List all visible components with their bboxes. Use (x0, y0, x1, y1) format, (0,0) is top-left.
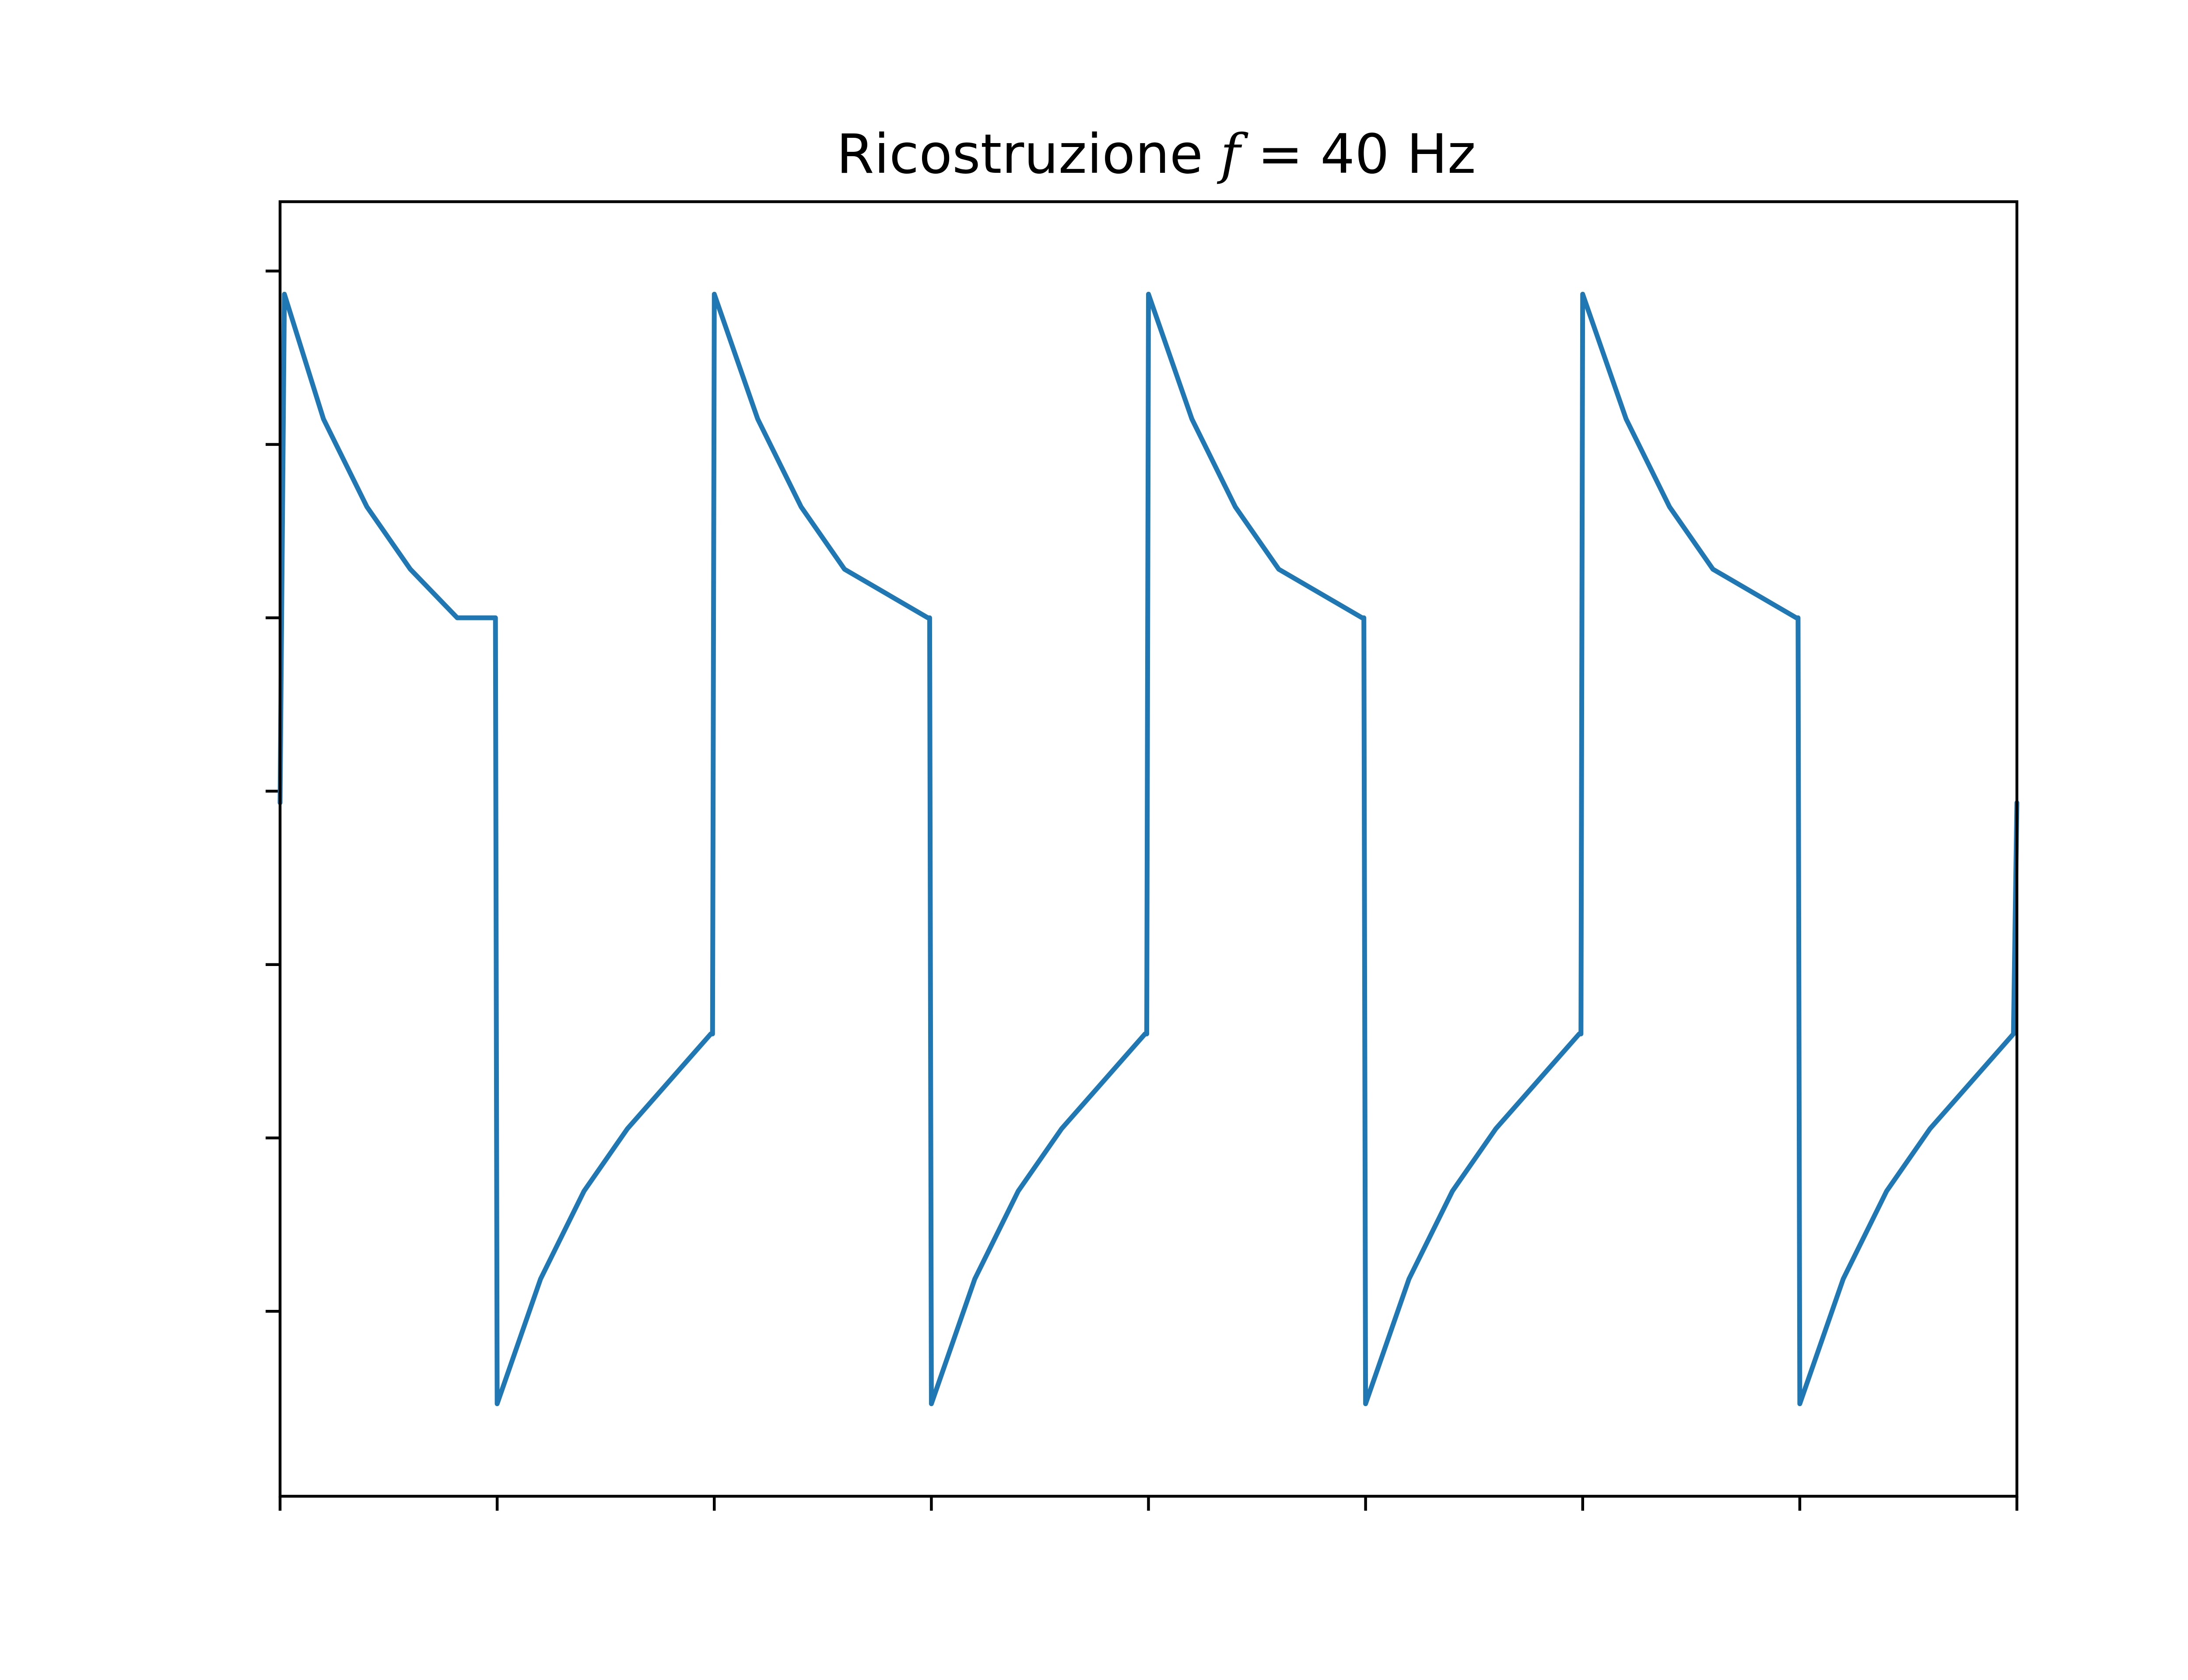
chart-title-suffix: = 40 Hz (1240, 123, 1476, 186)
chart-title-prefix: Ricostruzione (836, 123, 1220, 186)
chart-title: Ricostruzione f = 40 Hz (836, 123, 1476, 186)
plot-area-frame (278, 200, 2019, 1498)
x-axis-ticks (278, 1496, 2019, 1511)
series-line-0 (277, 291, 2020, 1407)
y-axis-ticks (266, 270, 280, 1313)
series-layer (277, 291, 2020, 1407)
